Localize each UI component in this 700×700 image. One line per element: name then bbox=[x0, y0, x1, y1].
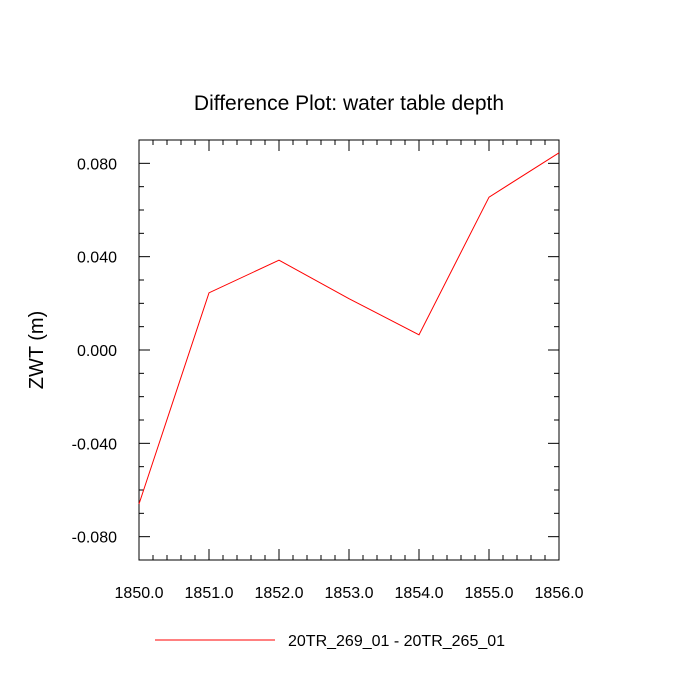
x-tick-label: 1856.0 bbox=[535, 585, 584, 602]
x-tick-label: 1854.0 bbox=[395, 585, 444, 602]
legend: 20TR_269_01 - 20TR_265_01 bbox=[155, 633, 505, 650]
y-tick-label: 0.000 bbox=[77, 343, 117, 360]
y-tick-label: -0.080 bbox=[72, 530, 117, 547]
plot-frame bbox=[138, 139, 560, 561]
x-tick-label: 1855.0 bbox=[465, 585, 514, 602]
x-tick-label: 1853.0 bbox=[325, 585, 374, 602]
x-tick-label: 1850.0 bbox=[115, 585, 164, 602]
series-line bbox=[138, 152, 560, 505]
y-tick-label: 0.040 bbox=[77, 250, 117, 267]
y-tick-label: 0.080 bbox=[77, 156, 117, 173]
y-axis-label: ZWT (m) bbox=[26, 311, 48, 390]
x-tick-label: 1851.0 bbox=[185, 585, 234, 602]
chart-title: Difference Plot: water table depth bbox=[194, 92, 504, 115]
ticks-layer: 1850.0 1851.0 1852.0 1853.0 1854.0 1855.0 1856… bbox=[72, 139, 584, 602]
x-tick-label: 1852.0 bbox=[255, 585, 304, 602]
y-tick-label: -0.040 bbox=[72, 436, 117, 453]
legend-label: 20TR_269_01 - 20TR_265_01 bbox=[288, 633, 505, 650]
series-layer bbox=[138, 152, 560, 505]
